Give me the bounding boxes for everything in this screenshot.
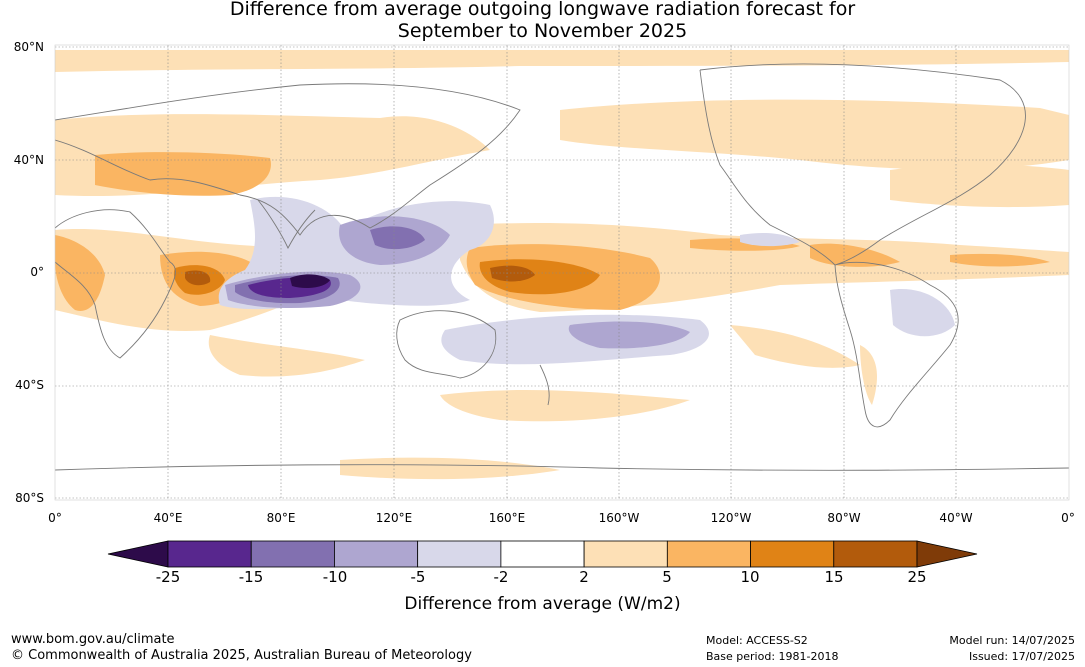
coastline-antarctica	[55, 464, 1069, 471]
lat-label-0: 0°	[30, 265, 44, 279]
footer-website: www.bom.gov.au/climate	[11, 632, 175, 647]
footer-model-run: Model run: 14/07/2025	[949, 634, 1075, 647]
coastline-australia	[396, 310, 497, 379]
anomaly-region	[55, 50, 1069, 72]
colorbar-segment	[833, 540, 918, 568]
coastline-southamerica	[834, 261, 959, 428]
graticule	[55, 45, 1069, 500]
coastline-india	[257, 199, 316, 250]
lon-label-80e: 80°E	[266, 511, 296, 525]
colorbar-tick: 5	[662, 568, 672, 586]
anomaly-region	[185, 270, 211, 286]
anomaly-region	[860, 345, 877, 405]
colorbar-tick: -2	[493, 568, 509, 586]
anomaly-region	[890, 289, 955, 337]
coastline-newzealand	[539, 364, 550, 406]
lat-label-80n: 80°N	[13, 40, 44, 54]
colorbar-segment	[167, 540, 252, 568]
colorbar-segment	[334, 540, 419, 568]
footer-issued: Issued: 17/07/2025	[968, 650, 1075, 663]
colorbar-segment	[417, 540, 502, 568]
anomaly-region	[740, 232, 800, 247]
coastlines	[55, 63, 1069, 471]
colorbar-tick: -10	[322, 568, 348, 586]
anomaly-region	[490, 265, 535, 282]
anomaly-region	[730, 325, 860, 368]
lat-label-40n: 40°N	[13, 153, 44, 167]
coastline-africa	[55, 209, 176, 359]
colorbar-tick: -5	[410, 568, 426, 586]
lat-label-80s: 80°S	[15, 491, 44, 505]
coastline-eurasia	[55, 83, 521, 236]
anomaly-region	[95, 152, 271, 196]
anomaly-region	[560, 99, 1069, 170]
anomaly-region	[568, 321, 690, 349]
lon-label-160w: 160°W	[598, 511, 640, 525]
anomaly-region	[950, 253, 1050, 267]
lon-label-0-right: 0°	[1061, 511, 1075, 525]
colorbar-label: Difference from average (W/m2)	[404, 594, 681, 614]
anomaly-region	[890, 164, 1069, 208]
colorbar-segment	[250, 540, 335, 568]
anomaly-region	[340, 457, 560, 480]
colorbar-segment	[750, 540, 835, 568]
footer-copyright: © Commonwealth of Australia 2025, Austra…	[11, 648, 472, 663]
footer-base-period: Base period: 1981-2018	[706, 650, 839, 663]
colorbar-segment	[500, 540, 585, 568]
lon-label-120w: 120°W	[710, 511, 752, 525]
anomaly-region	[290, 274, 330, 288]
lat-label-40s: 40°S	[15, 378, 44, 392]
map-title-line2: September to November 2025	[397, 20, 688, 42]
colorbar-tick: 2	[579, 568, 589, 586]
coastline-northamerica	[699, 63, 1026, 266]
anomaly-region	[370, 226, 425, 250]
map-frame	[54, 44, 1070, 501]
lon-label-0-left: 0°	[48, 511, 62, 525]
colorbar-tick: 10	[740, 568, 760, 586]
map-title-line1: Difference from average outgoing longwav…	[229, 0, 856, 20]
lon-label-160e: 160°E	[488, 511, 526, 525]
footer-model: Model: ACCESS-S2	[706, 634, 808, 647]
lon-label-40e: 40°E	[153, 511, 183, 525]
colorbar-tick: 15	[824, 568, 844, 586]
colorbar-arrow-low	[107, 540, 169, 568]
colorbar-segment	[666, 540, 751, 568]
colorbar-arrow-high	[916, 540, 978, 568]
anomaly-region	[810, 243, 900, 267]
colorbar-tick: -15	[238, 568, 264, 586]
lon-label-120e: 120°E	[375, 511, 413, 525]
lon-label-80w: 80°W	[827, 511, 861, 525]
anomaly-region	[440, 390, 690, 422]
anomaly-region	[208, 335, 365, 377]
colorbar-tick: -25	[155, 568, 181, 586]
colorbar-tick: 25	[907, 568, 927, 586]
lon-label-40w: 40°W	[939, 511, 973, 525]
colorbar-segment	[583, 540, 668, 568]
anomaly-shading	[55, 50, 1069, 480]
